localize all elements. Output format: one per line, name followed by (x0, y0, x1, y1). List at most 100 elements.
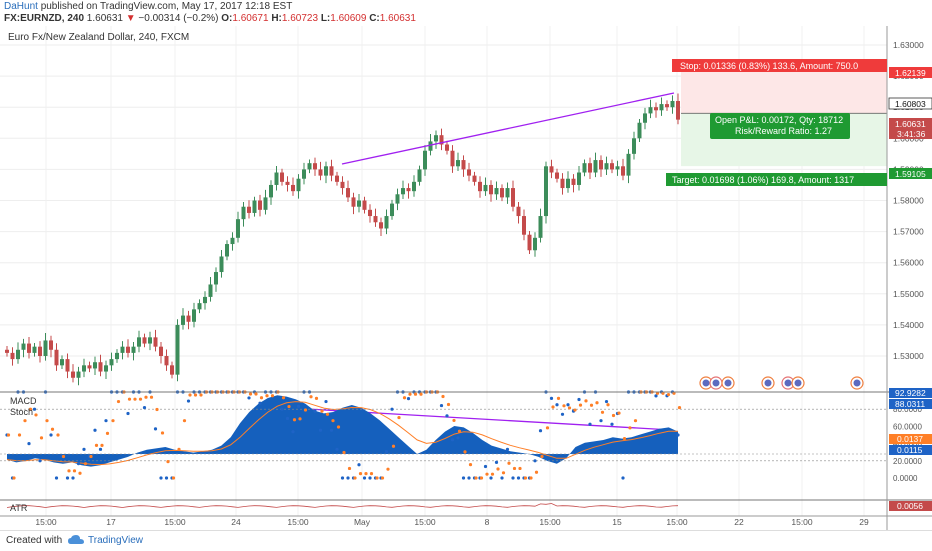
candle-body (395, 194, 400, 204)
candle-body (87, 365, 92, 369)
stoch-k-dot (368, 476, 372, 480)
candle-body (302, 169, 306, 179)
stoch-k-dot (676, 433, 680, 437)
x-tick-label: 15:00 (164, 517, 186, 527)
stoch-k-dot (555, 403, 559, 407)
event-icons[interactable] (699, 376, 864, 390)
chart-canvas[interactable]: 1.630001.620001.610001.600001.590001.580… (0, 26, 932, 530)
stoch-d-dot (17, 433, 22, 437)
candle-body (533, 237, 537, 251)
x-tick-label: 15:00 (35, 517, 57, 527)
stoch-k-dot (390, 407, 394, 411)
candle-body (445, 144, 449, 151)
stoch-tick-label: 20.0000 (893, 457, 922, 466)
trendlines (289, 92, 675, 431)
stoch-d-dot (138, 397, 143, 401)
stoch-k-dot (38, 459, 42, 463)
candle-body (16, 349, 20, 360)
stop-label-box[interactable] (672, 59, 887, 72)
macd-value: 0.0137 (897, 434, 923, 444)
stoch-d-dot (584, 399, 588, 403)
stoch-d-dot (600, 410, 605, 414)
candle-body (500, 188, 504, 198)
candle-body (241, 206, 246, 220)
x-tick-label: May (354, 517, 371, 527)
x-tick-label: 15:00 (666, 517, 688, 527)
stoch-d-dot (160, 431, 165, 435)
author-link[interactable]: DaHunt (4, 1, 38, 12)
stoch-d-dot (375, 476, 379, 480)
stoch-tick-label: 60.0000 (893, 422, 922, 431)
stoch-k-dot (604, 399, 609, 404)
stoch-d-dot (518, 466, 522, 471)
x-tick-label: 24 (231, 517, 241, 527)
stoch-d-dot (144, 395, 148, 399)
x-tick-label: 15:00 (539, 517, 561, 527)
candle-body (527, 234, 532, 251)
candle-body (5, 349, 9, 353)
stoch-d-dot (358, 471, 363, 476)
candle-body (643, 113, 647, 123)
candle-body (54, 349, 59, 366)
candle-body (423, 150, 427, 170)
x-tick-label: 15 (612, 517, 622, 527)
candle-body (610, 163, 614, 170)
candle-body (43, 340, 48, 356)
price-change: −0.00314 (−0.2%) (138, 13, 219, 24)
stoch-d-dot (402, 396, 407, 400)
stoch-k-dot (467, 476, 471, 480)
entry-price-tag (888, 97, 932, 110)
created-with-label: Created with (6, 535, 63, 546)
target-label-box[interactable] (666, 173, 887, 186)
stoch-k-dot (516, 476, 521, 480)
stoch-d-dot (485, 472, 489, 476)
price-trendline (341, 92, 675, 165)
candle-body (439, 135, 444, 145)
stoch-d-dot (342, 450, 346, 455)
stoch-k-dot (153, 427, 158, 431)
candle-body (252, 200, 257, 213)
stoch-d-dot (182, 419, 187, 423)
pnl-label: Open P&L: 0.00172, Qty: 18712 (715, 115, 843, 125)
candle-body (373, 216, 378, 223)
stoch-k-dot (500, 476, 504, 480)
candle-body (511, 188, 515, 207)
stop-price: 1.62139 (895, 68, 926, 78)
stoch-d-dot (573, 408, 577, 412)
stop-price-tag (889, 67, 932, 78)
candle-body (71, 371, 75, 378)
stoch-k-dot (560, 412, 565, 416)
x-tick-label: 22 (734, 517, 744, 527)
candle-body (274, 172, 279, 185)
stoch-d-dot (507, 461, 511, 465)
macd-value-tag (889, 434, 932, 444)
pnl-box[interactable] (710, 113, 850, 139)
x-tick-label: 15:00 (414, 517, 436, 527)
stoch-tick-label: 0.0000 (893, 474, 918, 483)
candle-body (126, 346, 130, 353)
candle-body (450, 150, 455, 167)
high-label: H: (271, 13, 282, 24)
stoch-d-dot (248, 392, 253, 396)
candle-body (467, 169, 471, 176)
tradingview-brand[interactable]: TradingView (88, 535, 144, 546)
event-dot-icon (724, 379, 732, 387)
stoch-d-dot (490, 472, 495, 476)
atr-value: 0.0056 (897, 501, 923, 511)
event-dot-icon (702, 379, 710, 387)
stoch-d-dot (281, 396, 286, 400)
candle-body (49, 340, 53, 350)
symbol-label: FX:EURNZD, 240 (4, 13, 85, 24)
chart-header: DaHunt published on TradingView.com, May… (0, 0, 932, 26)
candle-body (489, 184, 493, 195)
candle-body (38, 346, 42, 356)
candle-body (599, 160, 603, 170)
candle-body (197, 303, 202, 310)
publish-line: DaHunt published on TradingView.com, May… (4, 1, 292, 12)
stoch-d-dot (105, 431, 110, 436)
candle-body (615, 166, 620, 170)
stoch-d-dot (441, 394, 445, 399)
stoch-k-dot (329, 428, 334, 432)
candle-body (472, 175, 477, 182)
tradingview-cloud-icon[interactable] (68, 534, 84, 549)
